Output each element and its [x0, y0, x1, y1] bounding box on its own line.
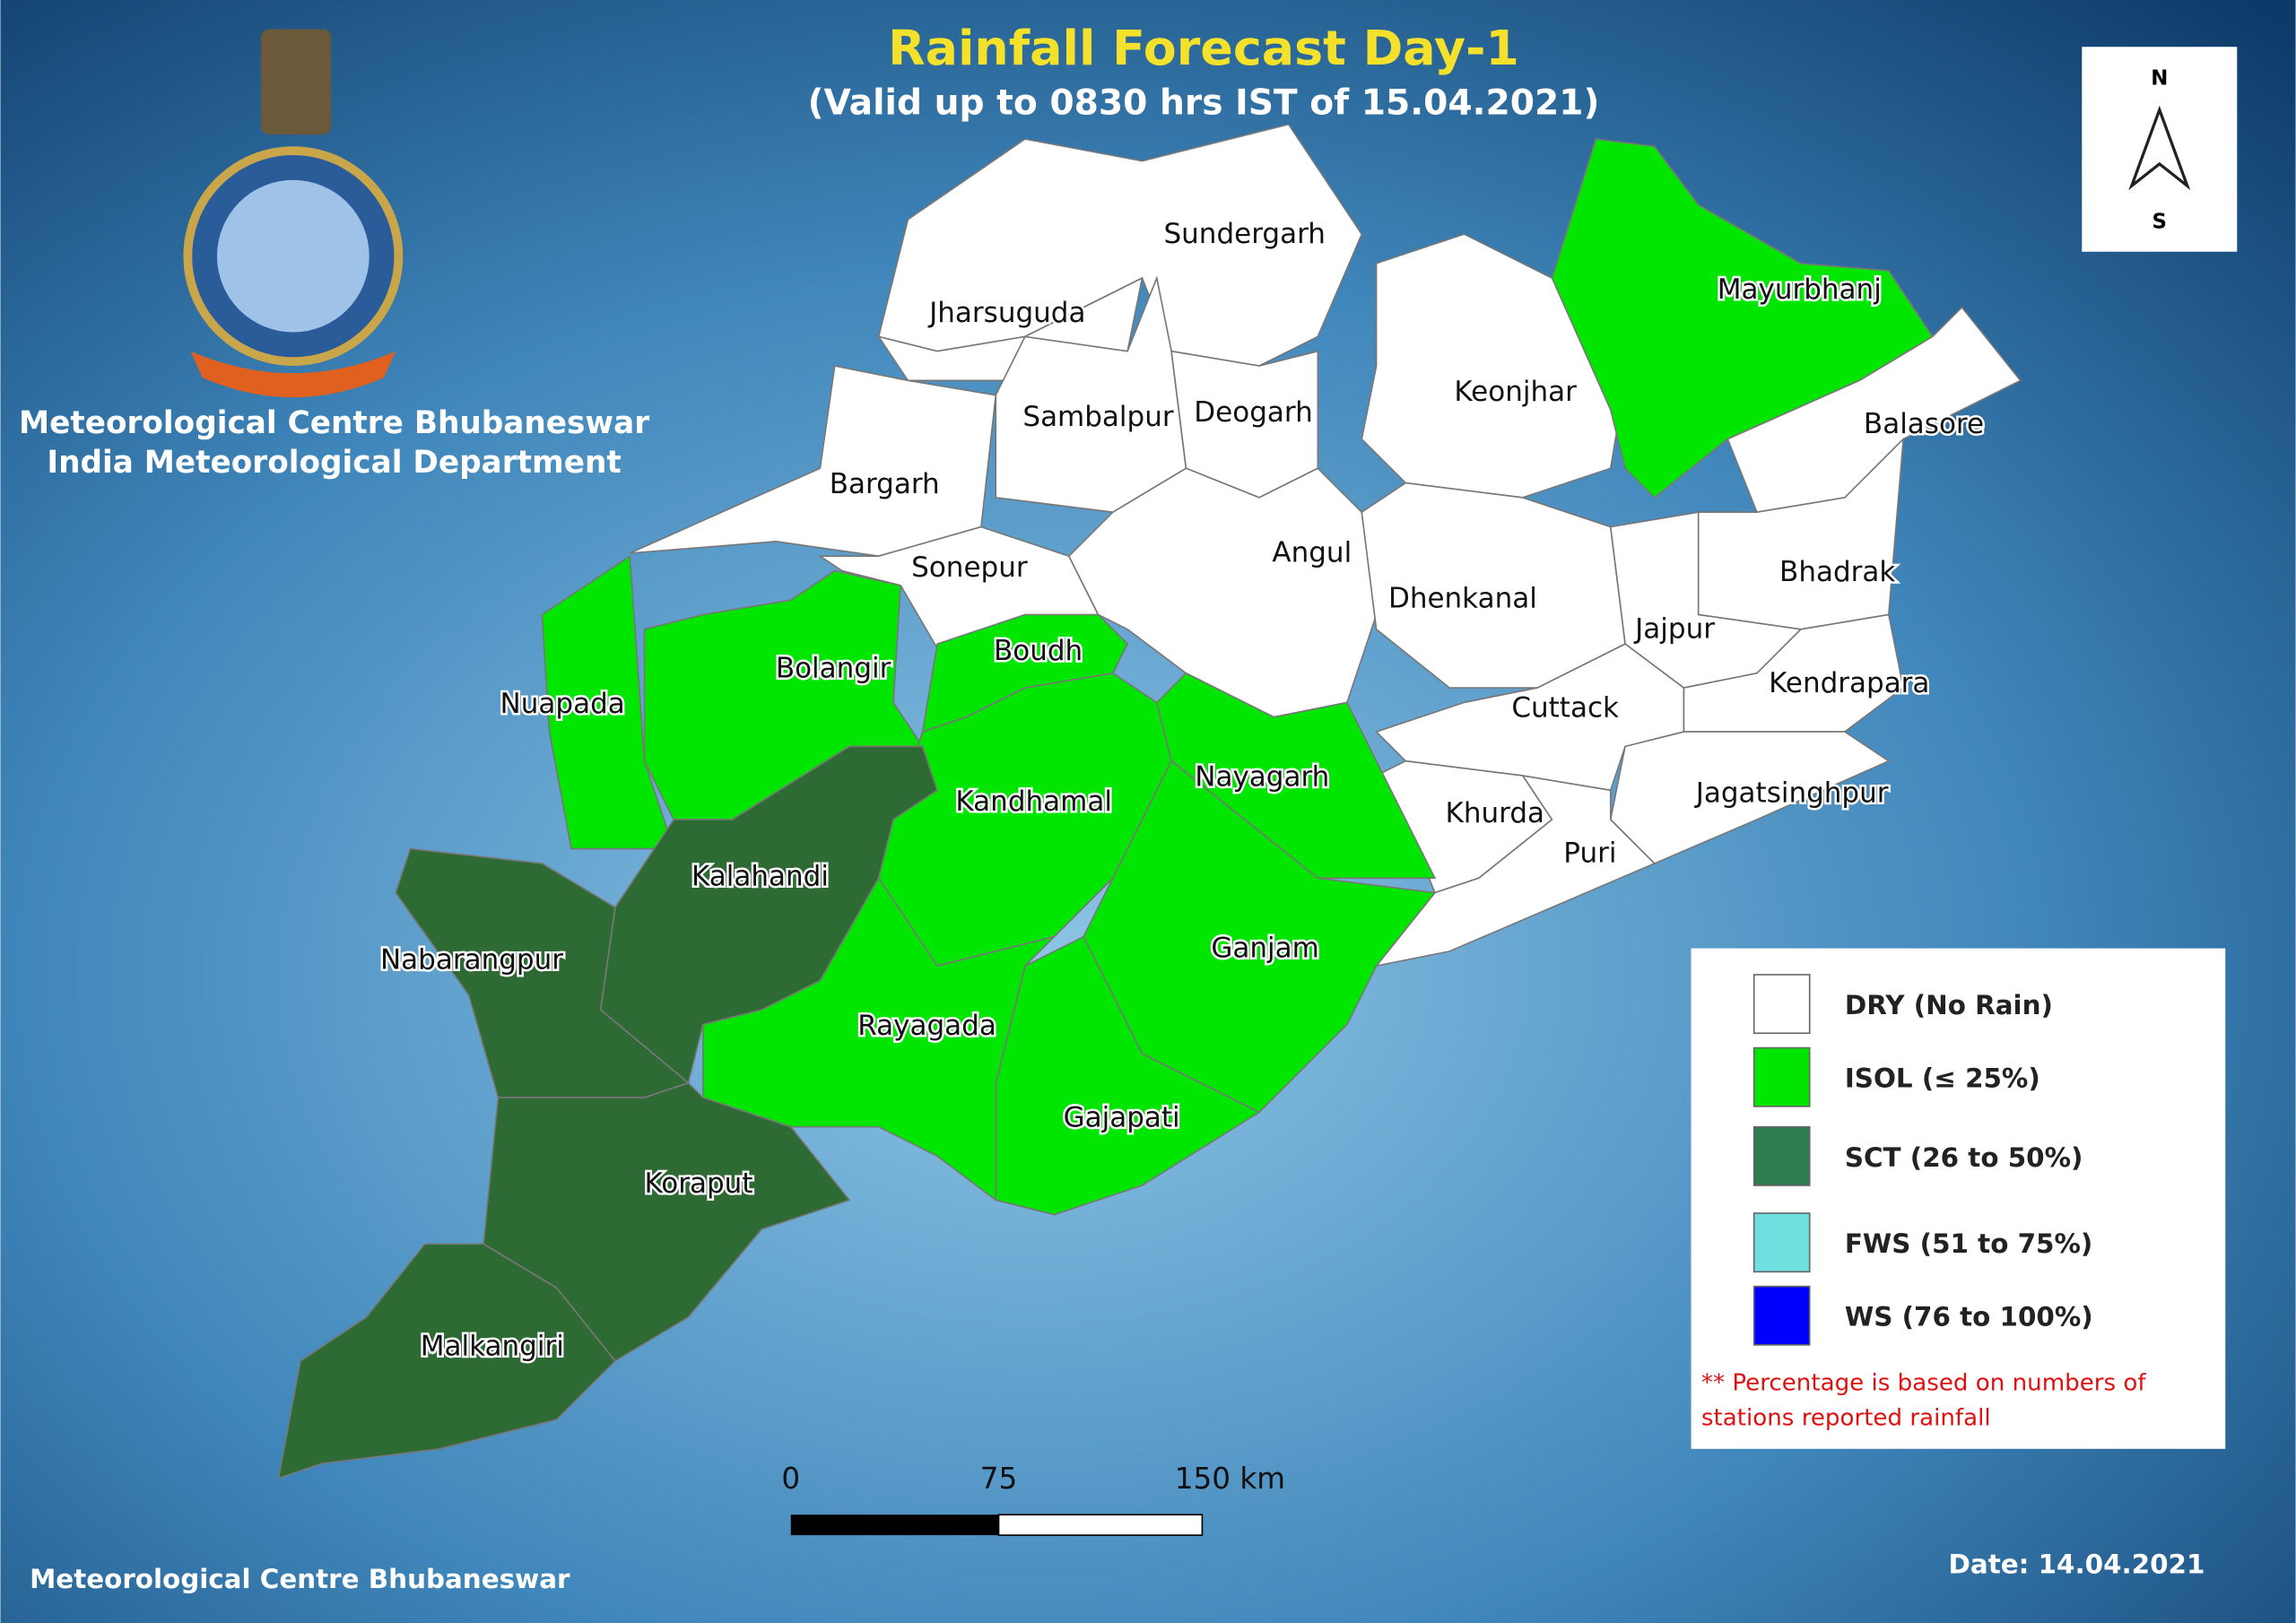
district-area [1374, 774, 1657, 968]
scale-label: 0 [781, 1462, 800, 1496]
legend-note: stations reported rainfall [1701, 1405, 1991, 1432]
district-label: Jajpur [1633, 613, 1715, 646]
district-label: Ganjam [1211, 932, 1318, 964]
district-area [643, 569, 925, 820]
org-name: Meteorological Centre Bhubaneswar [19, 405, 649, 441]
district-label: Kendrapara [1769, 667, 1929, 699]
scale-bar: 0 75 150 km [781, 1462, 1285, 1536]
org-department: India Meteorological Department [47, 445, 621, 481]
district-label: Rayagada [857, 1010, 996, 1042]
district-label: Sambalpur [1022, 401, 1173, 433]
district-label: Jharsuguda [927, 297, 1085, 329]
district-label: Sundergarh [1163, 218, 1325, 250]
legend-label: SCT (26 to 50%) [1845, 1142, 2083, 1173]
district-label: Bargarh [830, 468, 940, 500]
district-area [1361, 233, 1626, 499]
district-label: Koraput [644, 1167, 752, 1200]
footer-source: Meteorological Centre Bhubaneswar [30, 1564, 570, 1594]
footer-date: Date: 14.04.2021 [1949, 1549, 2205, 1580]
district-label: Nabarangpur [380, 943, 563, 976]
scale-label: 150 km [1175, 1462, 1285, 1496]
district-label: Boudh [994, 635, 1083, 667]
district-label: Puri [1563, 837, 1616, 869]
district-label: Bhadrak [1779, 556, 1895, 588]
legend-note: ** Percentage is based on numbers of [1701, 1369, 2146, 1396]
district-label: Jagatsinghpur [1694, 777, 1889, 809]
district-label: Balasore [1864, 408, 1984, 440]
legend-label: WS (76 to 100%) [1845, 1302, 2093, 1332]
north-arrow: N S [2082, 47, 2238, 252]
south-label: S [2152, 211, 2167, 234]
district-label: Kandhamal [955, 785, 1112, 818]
legend-swatch [1752, 1212, 1811, 1273]
district-label: Keonjhar [1454, 376, 1577, 408]
district-area [1375, 643, 1685, 792]
legend-swatch [1752, 1046, 1811, 1107]
legend-label: FWS (51 to 75%) [1845, 1228, 2092, 1259]
district-label: Gajapati [1064, 1102, 1180, 1134]
district-label: Nayagarh [1195, 760, 1329, 793]
district-label: Kalahandi [691, 860, 829, 892]
district-label: Angul [1272, 537, 1352, 569]
district-label: Dhenkanal [1388, 582, 1537, 614]
district-label: Khurda [1446, 797, 1545, 829]
district-label: Cuttack [1511, 692, 1619, 725]
legend-swatch [1752, 1125, 1811, 1186]
legend: DRY (No Rain) ISOL (≤ 25%) SCT (26 to 50%)… [1691, 948, 2226, 1449]
district-label: Mayurbhanj [1718, 273, 1882, 306]
legend-label: ISOL (≤ 25%) [1845, 1063, 2040, 1094]
logo [183, 29, 404, 398]
district-label: Malkangiri [421, 1330, 564, 1362]
district-area [277, 1243, 617, 1480]
north-label: N [2151, 67, 2168, 91]
legend-swatch [1752, 974, 1811, 1035]
district-label: Deogarh [1194, 396, 1312, 429]
district-label: Sonepur [911, 551, 1028, 584]
district-label: Bolangir [776, 653, 891, 685]
district-map: Sundergarh Jharsuguda Bargarh Sambalpur Deog… [277, 123, 2022, 1480]
legend-label: DRY (No Rain) [1845, 990, 2053, 1020]
subtitle: (Valid up to 0830 hrs IST of 15.04.2021) [808, 82, 1600, 123]
district-label: Nuapada [500, 688, 625, 720]
title: Rainfall Forecast Day-1 [888, 20, 1519, 76]
scale-label: 75 [980, 1462, 1018, 1496]
legend-swatch [1752, 1285, 1811, 1346]
